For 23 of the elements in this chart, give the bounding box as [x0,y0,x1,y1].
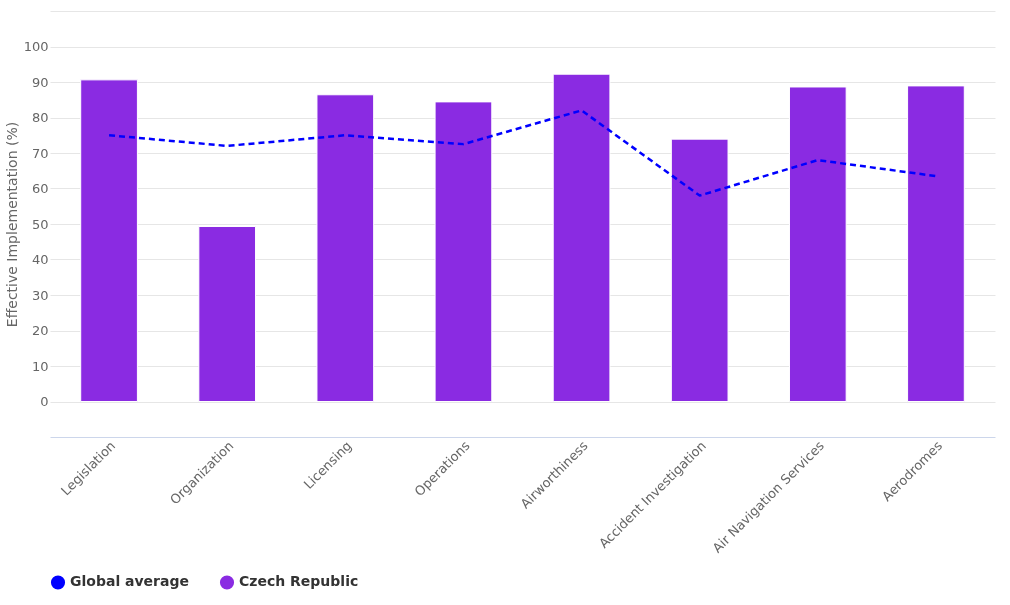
bar [80,79,138,402]
legend-label: Global average [70,573,189,590]
y-tick-label: 50 [31,216,49,232]
y-tick-label: 10 [31,358,49,374]
y-tick-label: 40 [31,252,49,267]
bar [907,85,965,402]
bar [434,101,493,402]
bar [552,73,611,402]
y-tick-label: 90 [31,74,49,90]
bar [316,94,375,402]
line-series [107,109,938,197]
y-tick-label: 100 [23,39,49,54]
y-tick-label: 70 [31,145,49,161]
y-tick-label: 30 [31,287,49,303]
y-tick-label: 60 [31,181,49,196]
y-tick-label: 20 [31,323,49,338]
bar [198,225,257,402]
y-tick-label: 0 [40,394,49,409]
bar [670,138,729,402]
legend-label: Czech Republic [239,573,359,590]
y-tick-label: 80 [31,110,49,125]
y-axis-title: Effective Implementation (%) [3,121,20,328]
bar [788,86,847,402]
